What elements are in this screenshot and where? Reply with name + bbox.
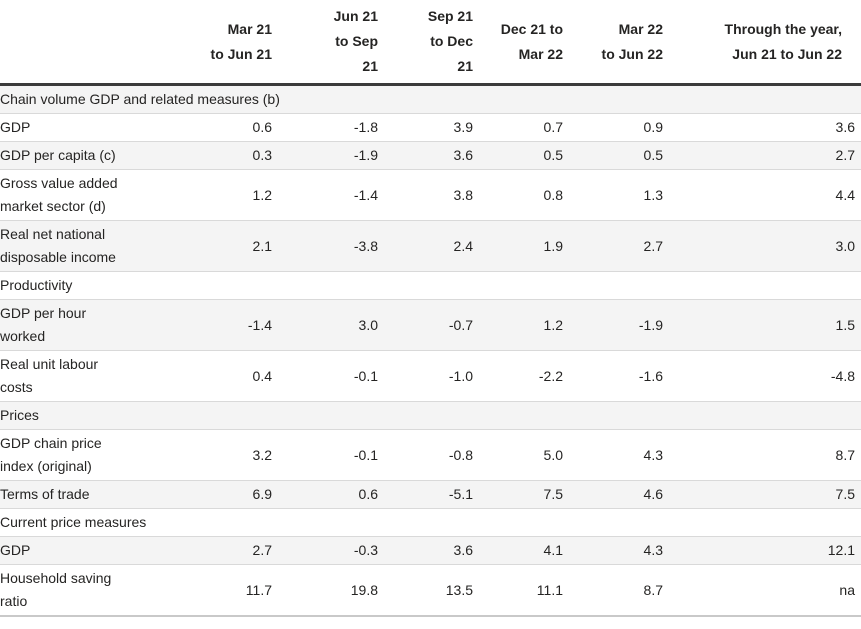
cell-value: 3.6 [669,113,861,142]
row-label: Gross value added market sector (d) [0,169,205,221]
cell-value: 7.5 [479,480,569,509]
cell-value: 12.1 [669,536,861,565]
row-label: GDP chain price index (original) [0,429,205,481]
cell-value: -1.8 [278,113,384,142]
cell-value: -1.9 [278,141,384,170]
cell-value: -1.0 [384,350,479,402]
cell-value: 8.7 [669,429,861,481]
cell-value: 4.1 [479,536,569,565]
column-header-through-the-year: Through the year, Jun 21 to Jun 22 [669,0,861,86]
cell-value: 0.8 [479,169,569,221]
cell-value: 0.6 [205,113,278,142]
section-label: Chain volume GDP and related measures (b… [0,91,280,107]
section-header-row: Chain volume GDP and related measures (b… [0,84,861,114]
cell-value: 4.6 [569,480,669,509]
cell-value: 4.3 [569,536,669,565]
row-label: Household saving ratio [0,564,205,616]
cell-value: 2.7 [205,536,278,565]
table-row: Real net national disposable income 2.1 … [0,220,861,272]
cell-value: 7.5 [669,480,861,509]
row-label: Real net national disposable income [0,220,205,272]
table-row: Terms of trade 6.9 0.6 -5.1 7.5 4.6 7.5 [0,480,861,509]
section-label: Productivity [0,271,861,300]
cell-value: 1.2 [479,299,569,351]
cell-value: 4.3 [569,429,669,481]
cell-value: 0.5 [569,141,669,170]
cell-value: -4.8 [669,350,861,402]
row-label: GDP [0,113,205,142]
table-row: Household saving ratio 11.7 19.8 13.5 11… [0,564,861,616]
cell-value: 3.9 [384,113,479,142]
cell-value: 1.9 [479,220,569,272]
section-header-row: Productivity [0,271,861,300]
cell-value: 11.1 [479,564,569,616]
table-row: Real unit labour costs 0.4 -0.1 -1.0 -2.… [0,350,861,402]
section-label: Current price measures [0,508,861,537]
cell-value: 0.4 [205,350,278,402]
cell-value: 13.5 [384,564,479,616]
cell-value: 19.8 [278,564,384,616]
column-header-dec21-mar22: Dec 21 to Mar 22 [479,0,569,86]
column-header-jun21-sep21: Jun 21 to Sep 21 [278,0,384,86]
cell-value: 1.5 [669,299,861,351]
cell-value: 2.4 [384,220,479,272]
cell-value: 0.9 [569,113,669,142]
table-row: GDP per hour worked -1.4 3.0 -0.7 1.2 -1… [0,299,861,351]
column-header-mar22-jun22: Mar 22 to Jun 22 [569,0,669,86]
cell-value: -0.3 [278,536,384,565]
section-label: Prices [0,401,861,430]
cell-value: -1.6 [569,350,669,402]
section-header-row: Current price measures [0,508,861,537]
table-row: GDP 2.7 -0.3 3.6 4.1 4.3 12.1 [0,536,861,565]
cell-value: 3.0 [669,220,861,272]
cell-value: -2.2 [479,350,569,402]
section-header-row: Prices [0,401,861,430]
row-label: Real unit labour costs [0,350,205,402]
row-label: GDP per hour worked [0,299,205,351]
cell-value: -1.9 [569,299,669,351]
cell-value: -1.4 [205,299,278,351]
cell-value: -5.1 [384,480,479,509]
cell-value: na [669,564,861,616]
row-label: GDP per capita (c) [0,141,205,170]
cell-value: 11.7 [205,564,278,616]
cell-value: -1.4 [278,169,384,221]
cell-value: 0.3 [205,141,278,170]
cell-value: 0.7 [479,113,569,142]
table-row: Gross value added market sector (d) 1.2 … [0,169,861,221]
cell-value: 2.1 [205,220,278,272]
cell-value: -0.8 [384,429,479,481]
column-header-sep21-dec21: Sep 21 to Dec 21 [384,0,479,86]
cell-value: -3.8 [278,220,384,272]
cell-value: 2.7 [669,141,861,170]
corner-cell [0,0,205,86]
row-label: Terms of trade [0,480,205,509]
row-label: GDP [0,536,205,565]
header-row: Mar 21 to Jun 21 Jun 21 to Sep 21 Sep 21… [0,0,861,86]
cell-value: 3.8 [384,169,479,221]
cell-value: 0.6 [278,480,384,509]
column-header-mar21-jun21: Mar 21 to Jun 21 [205,0,278,86]
cell-value: 1.2 [205,169,278,221]
table-row: GDP per capita (c) 0.3 -1.9 3.6 0.5 0.5 … [0,141,861,170]
cell-value: 3.0 [278,299,384,351]
cell-value: 1.3 [569,169,669,221]
cell-value: 3.6 [384,141,479,170]
cell-value: 4.4 [669,169,861,221]
cell-value: 3.6 [384,536,479,565]
cell-value: 3.2 [205,429,278,481]
table-row: GDP 0.6 -1.8 3.9 0.7 0.9 3.6 [0,113,861,142]
table-row: GDP chain price index (original) 3.2 -0.… [0,429,861,481]
cell-value: -0.1 [278,350,384,402]
cell-value: 5.0 [479,429,569,481]
cell-value: 0.5 [479,141,569,170]
cell-value: 2.7 [569,220,669,272]
cell-value: 6.9 [205,480,278,509]
cell-value: -0.7 [384,299,479,351]
cell-value: -0.1 [278,429,384,481]
cell-value: 8.7 [569,564,669,616]
